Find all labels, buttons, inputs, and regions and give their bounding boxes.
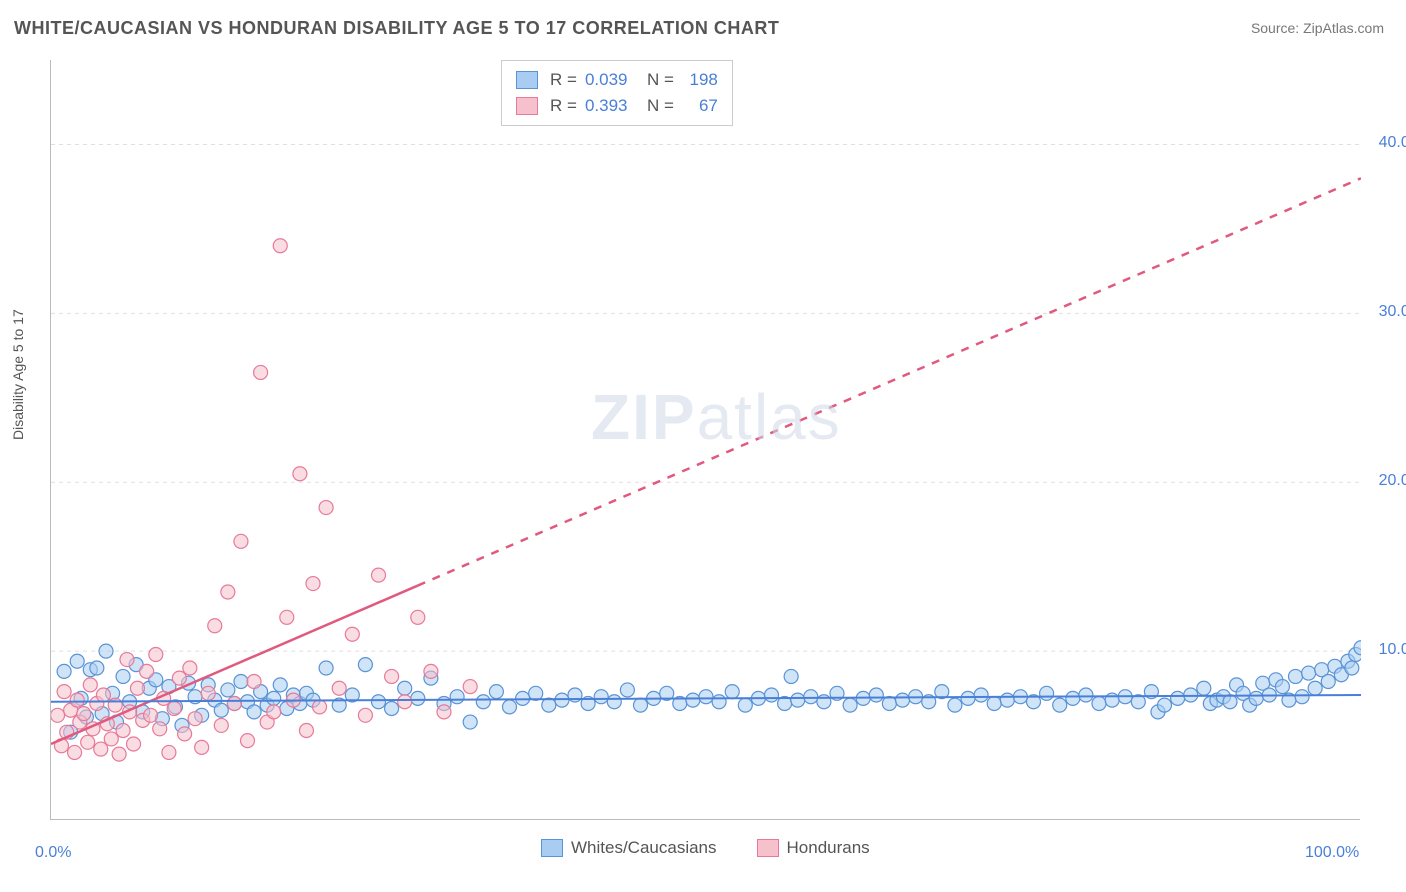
chart-container: WHITE/CAUCASIAN VS HONDURAN DISABILITY A… [0,0,1406,892]
y-tick-label: 10.0% [1379,641,1406,659]
plot-area: ZIPatlas R =0.039N =198R =0.393N =67 10.… [50,60,1360,820]
legend-r-label: R = [550,70,577,90]
legend-bottom: Whites/Caucasians Hondurans [541,838,870,858]
x-tick-label: 0.0% [35,844,71,862]
legend-n-label: N = [647,96,674,116]
chart-svg [51,60,1361,820]
legend-swatch [541,839,563,857]
legend-n-value: 67 [682,96,718,116]
legend-n-value: 198 [682,70,718,90]
y-axis-label: Disability Age 5 to 17 [10,309,26,440]
legend-series-name: Hondurans [787,838,870,858]
y-tick-label: 40.0% [1379,134,1406,152]
legend-swatch [516,71,538,89]
legend-swatch [516,97,538,115]
legend-top: R = 0.039 N = 198 R = 0.393 N = 67 [501,60,733,126]
legend-series-name: Whites/Caucasians [571,838,717,858]
y-tick-label: 20.0% [1379,472,1406,490]
legend-r-label: R = [550,96,577,116]
legend-n-label: N = [647,70,674,90]
chart-title: WHITE/CAUCASIAN VS HONDURAN DISABILITY A… [14,18,779,39]
legend-swatch [757,839,779,857]
legend-r-value: 0.039 [585,70,639,90]
legend-top-row: R = 0.039 N = 198 [516,67,718,93]
legend-bottom-item: Hondurans [757,838,870,858]
source-label: Source: ZipAtlas.com [1251,20,1384,36]
legend-top-row: R = 0.393 N = 67 [516,93,718,119]
y-tick-label: 30.0% [1379,303,1406,321]
x-tick-label: 100.0% [1305,844,1359,862]
legend-bottom-item: Whites/Caucasians [541,838,717,858]
legend-r-value: 0.393 [585,96,639,116]
